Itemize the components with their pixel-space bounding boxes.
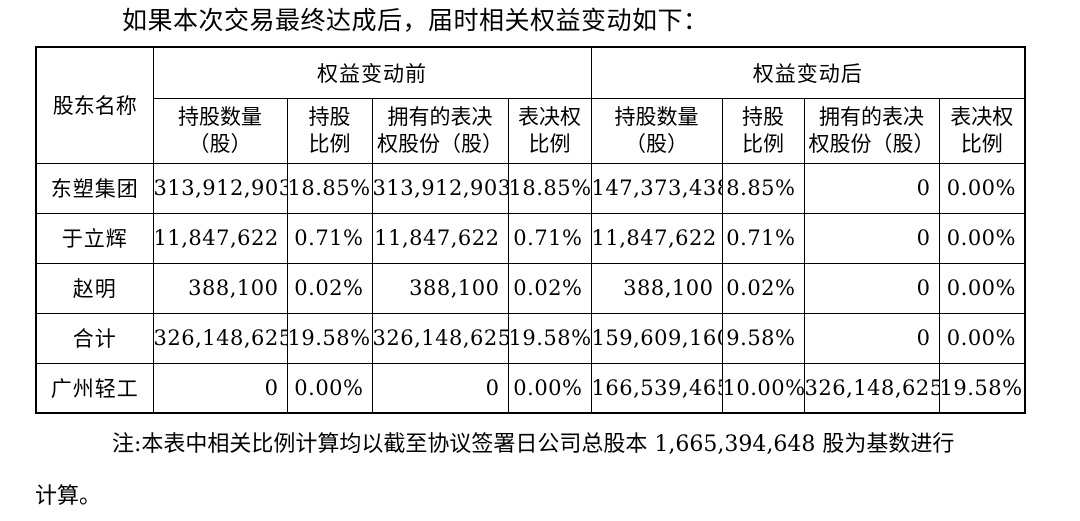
shareholder-name: 东塑集团 — [35, 162, 154, 214]
value-cell: 0.02% — [507, 262, 592, 314]
value-cell: 313,912,903 — [371, 162, 509, 214]
value-cell: 9.58% — [721, 312, 805, 364]
shareholder-name: 广州轻工 — [35, 362, 154, 414]
shareholder-name: 赵明 — [35, 262, 154, 314]
subheader-line: 比例 — [528, 131, 571, 156]
value-cell: 326,148,625 — [803, 362, 940, 414]
table-row-guangzhou-light-industry: 广州轻工 0 0.00% 0 0.00% 166,539,465 10.00% … — [35, 362, 1026, 414]
value-cell: 0.00% — [938, 312, 1026, 364]
subheader-line: （股） — [625, 131, 688, 156]
group-header-row: 股东名称 权益变动前 权益变动后 — [35, 46, 1026, 164]
value-cell: 19.58% — [286, 312, 373, 364]
subheader-line: 持股 — [308, 104, 351, 129]
value-cell: 19.58% — [938, 362, 1026, 414]
subheader-before-voting-ratio: 表决权 比例 — [507, 97, 592, 164]
value-cell: 0.00% — [286, 362, 373, 414]
table-row-zhaoming: 赵明 388,100 0.02% 388,100 0.02% 388,100 0… — [35, 262, 1026, 314]
footnote-line-1: 注:本表中相关比例计算均以截至协议签署日公司总股本 1,665,394,648 … — [112, 432, 955, 457]
value-cell: 0.00% — [938, 262, 1026, 314]
value-cell: 0.71% — [286, 212, 373, 264]
value-cell: 0 — [803, 162, 940, 214]
value-cell: 0 — [803, 262, 940, 314]
subheader-after-voting-shares: 拥有的表决 权股份（股） — [803, 97, 940, 164]
equity-change-table: 股东名称 权益变动前 权益变动后 持股数量 （股） 持股 比例 拥有的表决 权股… — [35, 46, 1026, 414]
subheader-before-shares-qty: 持股数量 （股） — [152, 97, 288, 164]
value-cell: 19.58% — [507, 312, 592, 364]
subheader-after-shares-qty: 持股数量 （股） — [590, 97, 723, 164]
value-cell: 10.00% — [721, 362, 805, 414]
subheader-line: 比例 — [960, 131, 1003, 156]
subheader-line: 持股数量 — [178, 104, 262, 129]
value-cell: 0 — [803, 212, 940, 264]
value-cell: 11,847,622 — [152, 212, 288, 264]
subheader-before-share-ratio: 持股 比例 — [286, 97, 373, 164]
value-cell: 0.02% — [286, 262, 373, 314]
value-cell: 11,847,622 — [371, 212, 509, 264]
value-cell: 0.02% — [721, 262, 805, 314]
value-cell: 0 — [371, 362, 509, 414]
value-cell: 18.85% — [286, 162, 373, 214]
subheader-line: 比例 — [742, 131, 784, 156]
subheader-before-voting-shares: 拥有的表决 权股份（股） — [371, 97, 509, 164]
subheader-line: 权股份（股） — [808, 131, 935, 156]
value-cell: 0.71% — [507, 212, 592, 264]
value-cell: 0 — [152, 362, 288, 414]
value-cell: 0.00% — [938, 162, 1026, 214]
subheader-line: 持股 — [742, 104, 784, 129]
shareholder-name: 于立辉 — [35, 212, 154, 264]
value-cell: 313,912,903 — [152, 162, 288, 214]
subheader-after-voting-ratio: 表决权 比例 — [938, 97, 1026, 164]
value-cell: 388,100 — [152, 262, 288, 314]
value-cell: 11,847,622 — [590, 212, 723, 264]
table-row-yulihui: 于立辉 11,847,622 0.71% 11,847,622 0.71% 11… — [35, 212, 1026, 264]
shareholder-name: 合计 — [35, 312, 154, 364]
value-cell: 18.85% — [507, 162, 592, 214]
sub-header-row: 持股数量 （股） 持股 比例 拥有的表决 权股份（股） 表决权 比例 持股数量 — [36, 97, 1026, 164]
header-after-change: 权益变动后 — [590, 46, 1026, 99]
footnote-line-2: 计算。 — [35, 484, 102, 509]
value-cell: 166,539,465 — [590, 362, 723, 414]
subheader-line: 表决权 — [950, 104, 1014, 129]
value-cell: 8.85% — [721, 162, 805, 214]
table-row-total: 合计 326,148,625 19.58% 326,148,625 19.58%… — [35, 312, 1026, 364]
subheader-line: 权股份（股） — [377, 131, 503, 156]
subheader-line: 比例 — [308, 131, 351, 156]
header-shareholder-name: 股东名称 — [35, 46, 154, 164]
subheader-line: （股） — [188, 131, 252, 156]
table-row-dongsu-group: 东塑集团 313,912,903 18.85% 313,912,903 18.8… — [35, 162, 1026, 214]
value-cell: 0.71% — [721, 212, 805, 264]
subheader-after-share-ratio: 持股 比例 — [721, 97, 805, 164]
subheader-line: 拥有的表决 — [387, 104, 493, 129]
subheader-line: 持股数量 — [614, 104, 699, 129]
value-cell: 159,609,160 — [590, 312, 723, 364]
page-title: 如果本次交易最终达成后，届时相关权益变动如下： — [122, 6, 709, 35]
value-cell: 0.00% — [938, 212, 1026, 264]
value-cell: 0 — [803, 312, 940, 364]
value-cell: 0.00% — [507, 362, 592, 414]
header-before-change: 权益变动前 — [152, 46, 592, 99]
value-cell: 326,148,625 — [371, 312, 509, 364]
subheader-line: 表决权 — [518, 104, 581, 129]
subheader-line: 拥有的表决 — [819, 104, 924, 129]
value-cell: 388,100 — [590, 262, 723, 314]
value-cell: 147,373,438 — [590, 162, 723, 214]
value-cell: 388,100 — [371, 262, 509, 314]
value-cell: 326,148,625 — [152, 312, 288, 364]
